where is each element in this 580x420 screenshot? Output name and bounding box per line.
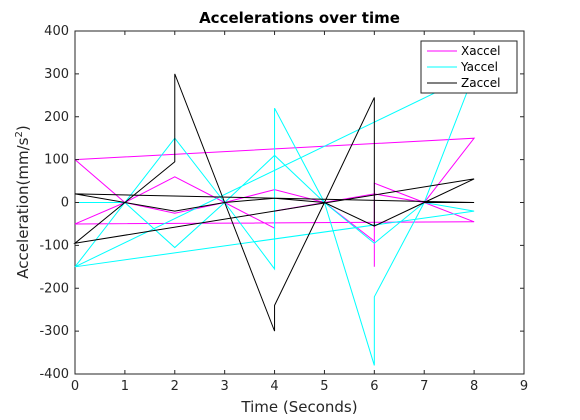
y-axis-label-main: Acceleration(mm/s [14,137,32,278]
y-tick-label: 100 [44,153,69,168]
y-axis-label-superscript: 2 [14,131,25,137]
x-tick-label: 9 [520,379,528,394]
y-axis-label-close: ) [14,125,32,131]
y-tick-label: 200 [44,110,69,125]
x-tick-label: 8 [470,379,478,394]
label-layer: 0 1 2 3 4 5 6 7 8 9 -400 -300 -200 -100 0 100 200 300 400 [39,24,528,394]
y-tick-label: -100 [39,238,69,253]
x-tick-label: 4 [270,379,278,394]
y-tick-label: 300 [44,67,69,82]
x-tick-label: 3 [221,379,229,394]
legend-label-xaccel: Xaccel [461,44,501,58]
legend-label-yaccel: Yaccel [460,60,498,74]
y-tick-label: -200 [39,281,69,296]
x-tick-label: 7 [420,379,428,394]
y-tick-label: -400 [39,367,69,382]
tick-layer [74,30,525,375]
x-axis-label: Time (Seconds) [240,398,357,416]
legend: Xaccel Yaccel Zaccel [420,40,518,94]
x-tick-label: 6 [370,379,378,394]
x-tick-label: 2 [171,379,179,394]
y-tick-label: -300 [39,324,69,339]
x-tick-label: 0 [71,379,79,394]
y-tick-label: 400 [44,24,69,39]
y-axis-label: Acceleration(mm/s2) [14,125,32,278]
y-tick-label: 0 [61,196,69,211]
series-line-zaccel [73,73,475,332]
legend-label-zaccel: Zaccel [461,76,501,90]
chart-title: Accelerations over time [199,9,400,27]
x-tick-label: 1 [121,379,129,394]
x-tick-label: 5 [320,379,328,394]
